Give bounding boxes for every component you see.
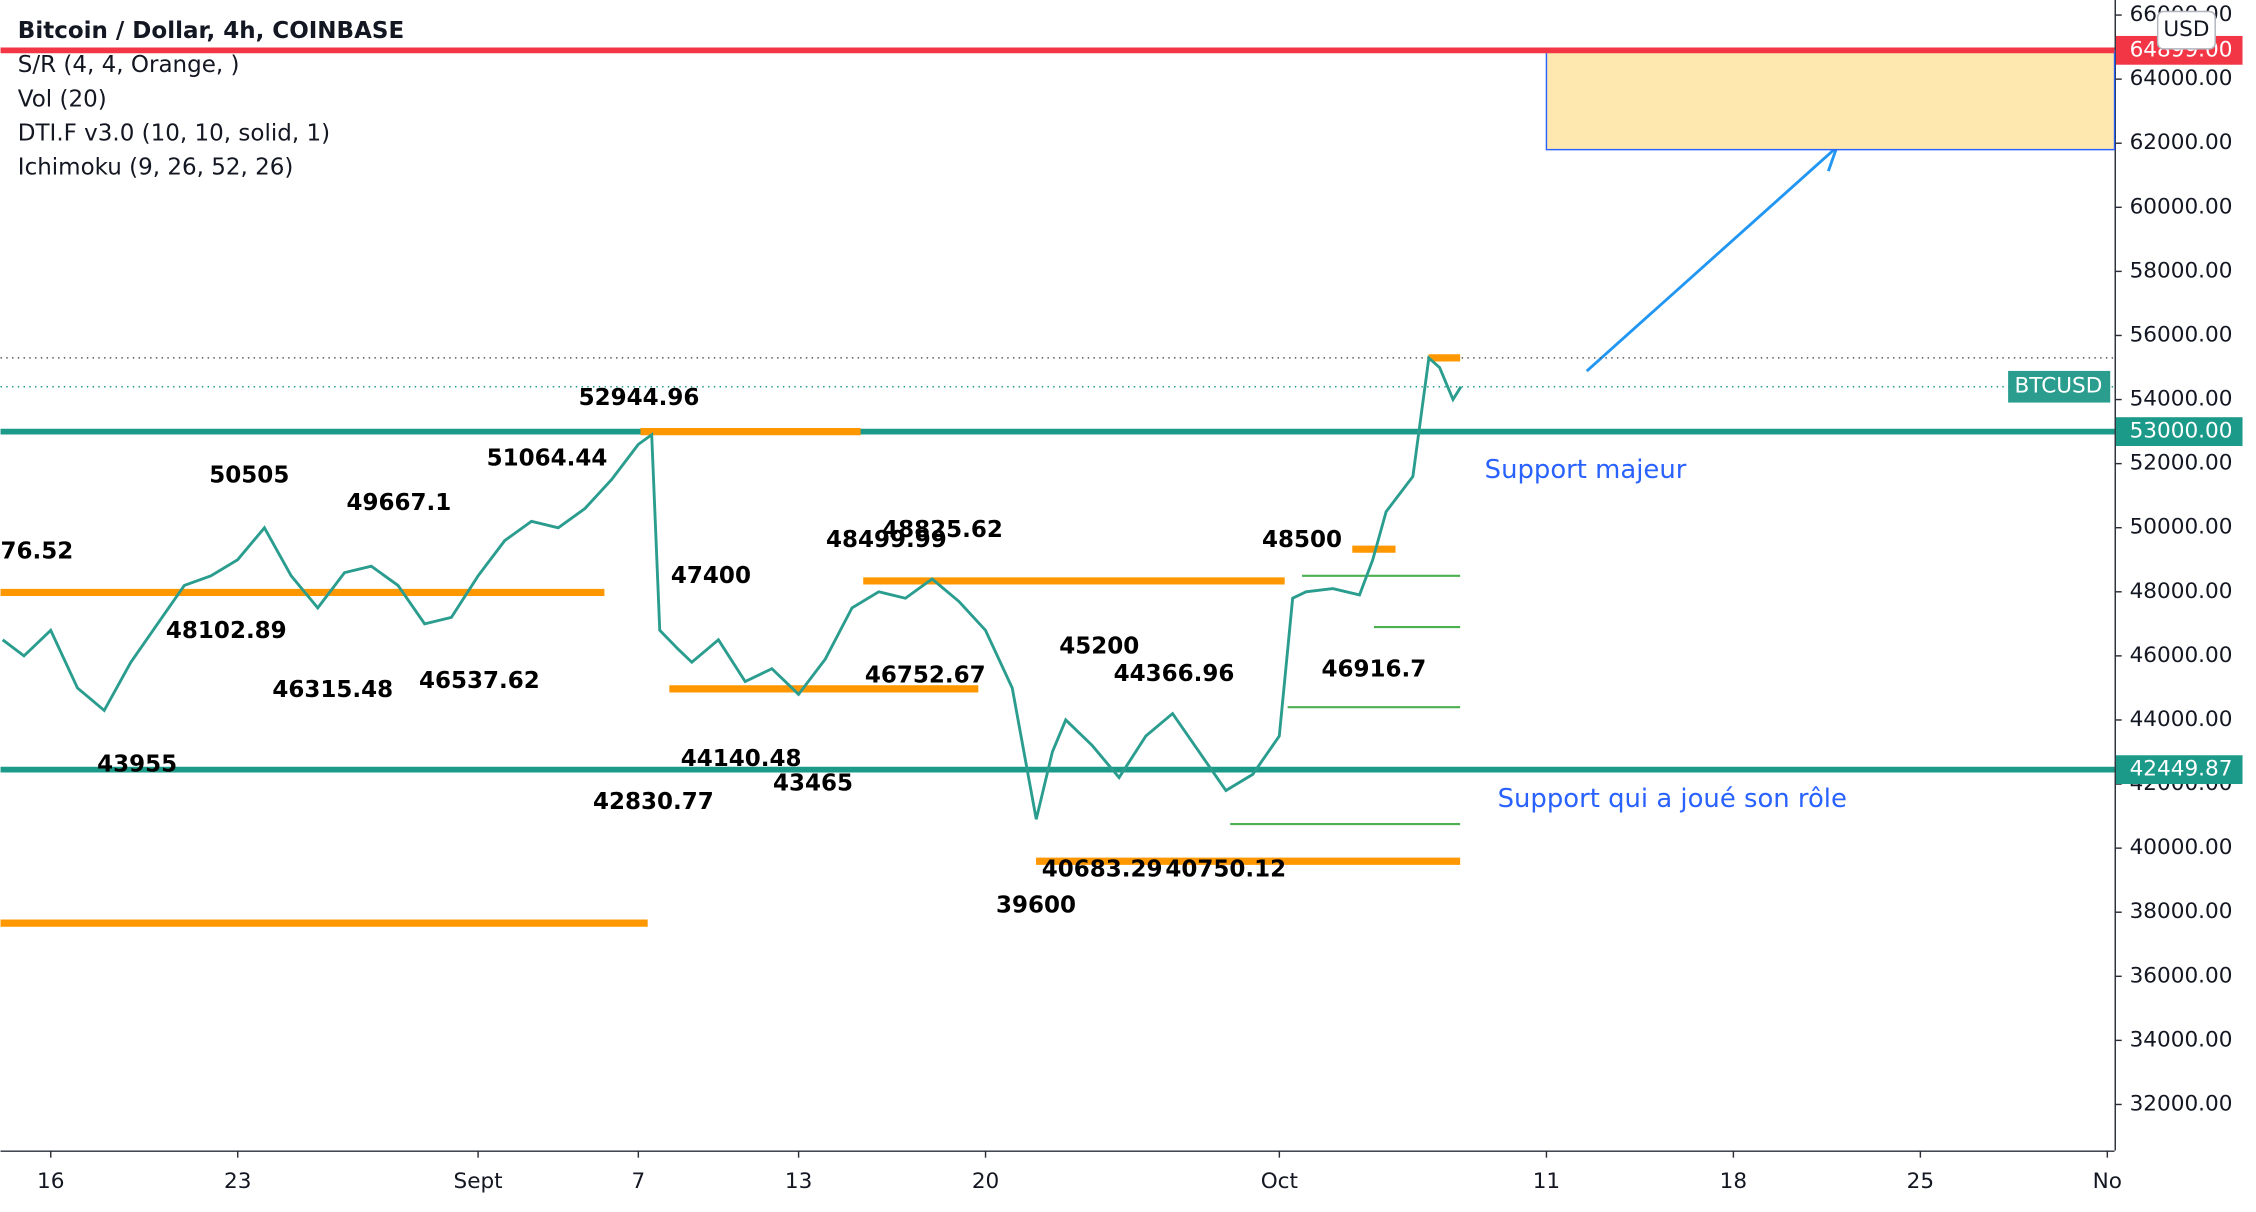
currency-badge xyxy=(2156,10,2216,50)
swing-label: 42830.77 xyxy=(593,789,714,815)
swing-label: 48825.62 xyxy=(882,517,1003,543)
swing-label: 39600 xyxy=(996,893,1076,919)
y-tick-label: 62000.00 xyxy=(2130,130,2233,155)
y-tick-label: 48000.00 xyxy=(2130,579,2233,604)
level-badge xyxy=(2115,417,2243,446)
legend-line: DTI.F v3.0 (10, 10, solid, 1) xyxy=(18,120,330,146)
y-tick-label: 50000.00 xyxy=(2130,515,2233,540)
x-tick-label: 13 xyxy=(785,1169,812,1194)
swing-label: 46315.48 xyxy=(272,677,393,703)
legend-line: S/R (4, 4, Orange, ) xyxy=(18,52,240,78)
swing-label: 40750.12 xyxy=(1165,857,1286,883)
swing-label: 48500 xyxy=(1262,527,1342,553)
x-tick-label: 23 xyxy=(224,1169,251,1194)
y-tick-label: 40000.00 xyxy=(2130,835,2233,860)
swing-label: 50505 xyxy=(209,463,289,489)
legend-line: Ichimoku (9, 26, 52, 26) xyxy=(18,154,294,180)
y-tick-label: 44000.00 xyxy=(2130,707,2233,732)
x-tick-label: 20 xyxy=(972,1169,999,1194)
x-tick-label: 7 xyxy=(631,1169,645,1194)
swing-label: 43955 xyxy=(97,752,177,778)
swing-label: 44366.96 xyxy=(1114,661,1235,687)
swing-label: 46752.67 xyxy=(865,662,986,688)
x-tick-label: No xyxy=(2093,1169,2122,1194)
swing-label: 52944.96 xyxy=(579,385,700,411)
x-tick-label: 25 xyxy=(1907,1169,1934,1194)
x-tick-label: Sept xyxy=(454,1169,503,1194)
level-label: 42449.87 xyxy=(2130,757,2233,782)
series-badge xyxy=(2008,370,2111,403)
y-tick-label: 64000.00 xyxy=(2130,66,2233,91)
swing-label: 49667.1 xyxy=(347,490,452,516)
y-tick-label: 46000.00 xyxy=(2130,643,2233,668)
arrow xyxy=(1585,148,1836,373)
y-tick-label: 38000.00 xyxy=(2130,899,2233,924)
y-tick-label: 56000.00 xyxy=(2130,322,2233,347)
swing-label: 48499.99 xyxy=(826,527,947,553)
price-line xyxy=(1,355,1463,820)
y-tick-label: 34000.00 xyxy=(2130,1027,2233,1052)
x-tick-label: 11 xyxy=(1533,1169,1560,1194)
level-badge xyxy=(2115,755,2243,785)
x-tick-label: 18 xyxy=(1720,1169,1747,1194)
swing-label: 46537.62 xyxy=(419,668,540,694)
swing-label: 76.52 xyxy=(1,539,74,565)
swing-label: 43465 xyxy=(773,770,853,796)
currency: USD xyxy=(2163,17,2209,42)
swing-label: 46916.7 xyxy=(1322,657,1427,683)
swing-label: 44140.48 xyxy=(681,746,802,772)
level-label: 53000.00 xyxy=(2130,419,2233,444)
swing-label: 47400 xyxy=(671,563,751,589)
note: Support majeur xyxy=(1485,455,1687,485)
y-tick-label: 36000.00 xyxy=(2130,963,2233,988)
series-name: BTCUSD xyxy=(2015,374,2103,399)
swing-label: 51064.44 xyxy=(487,445,608,471)
swing-label: 40683.29 xyxy=(1042,857,1163,883)
x-tick-label: 16 xyxy=(37,1169,64,1194)
swing-label: 45200 xyxy=(1059,634,1139,660)
y-tick-label: 32000.00 xyxy=(2130,1091,2233,1116)
swing-label: 48102.89 xyxy=(166,618,287,644)
x-tick-label: Oct xyxy=(1261,1169,1298,1194)
note: Support qui a joué son rôle xyxy=(1498,784,1847,814)
target-zone xyxy=(1545,49,2116,151)
y-tick-label: 58000.00 xyxy=(2130,258,2233,283)
y-tick-label: 52000.00 xyxy=(2130,451,2233,476)
y-tick-label: 54000.00 xyxy=(2130,387,2233,412)
legend-line: Bitcoin / Dollar, 4h, COINBASE xyxy=(18,18,404,44)
y-tick-label: 60000.00 xyxy=(2130,194,2233,219)
legend-line: Vol (20) xyxy=(18,86,107,112)
